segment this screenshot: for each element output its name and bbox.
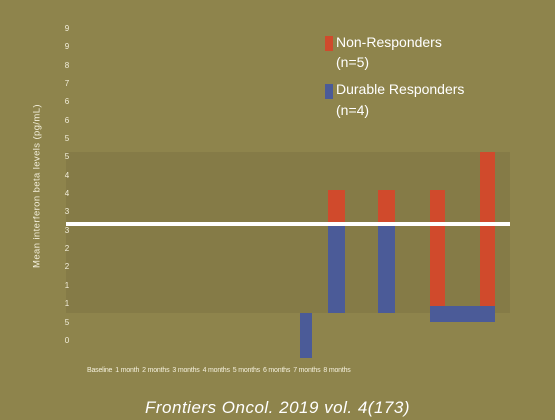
y-label: 5 [64, 317, 70, 327]
y-label: 6 [64, 115, 70, 125]
reference-line [66, 222, 510, 226]
y-label: 3 [64, 207, 70, 217]
y-label: 7 [64, 79, 70, 89]
legend-swatch [325, 84, 333, 99]
y-label: 0 [64, 335, 70, 345]
bar-red [430, 190, 445, 306]
y-label: 9 [64, 24, 70, 33]
x-label: 1 month [115, 367, 140, 374]
y-label: 1 [64, 280, 70, 290]
y-label: 5 [64, 152, 70, 162]
y-label: 3 [64, 225, 70, 235]
bar-red [480, 152, 495, 306]
legend-label: Non-Responders [336, 34, 442, 50]
y-axis-title: Mean interferon beta levels (pg/mL) [31, 104, 43, 268]
x-label: Baseline [87, 367, 113, 374]
caption: Frontiers Oncol. 2019 vol. 4(173) [144, 398, 410, 417]
y-label: 2 [64, 244, 70, 254]
y-label: 4 [64, 170, 70, 180]
bar-red [328, 190, 345, 226]
y-label: 9 [64, 42, 70, 52]
y-label: 8 [64, 60, 70, 70]
x-labels: Baseline 1 month 2 months 3 months 4 months 5… [87, 367, 353, 374]
legend-label: Durable Responders [336, 81, 465, 97]
bar-blue [378, 226, 395, 313]
y-labels: 9 9 8 7 6 6 5 5 4 4 3 3 2 2 1 1 5 0 [60, 24, 74, 346]
y-label: 5 [64, 134, 70, 144]
legend-sublabel: (n=4) [336, 102, 370, 118]
y-label: 1 [64, 299, 70, 309]
x-label: 4 months [202, 367, 230, 374]
x-label: 8 months [323, 367, 351, 374]
legend-swatch [325, 36, 333, 51]
x-label: 3 months [172, 367, 200, 374]
bar-red [378, 190, 395, 226]
x-label: 5 months [232, 367, 260, 374]
y-label: 6 [64, 97, 70, 107]
x-label: 7 months [293, 367, 321, 374]
y-label: 4 [64, 189, 70, 199]
bar-blue [328, 226, 345, 313]
bar-blue [430, 306, 495, 322]
x-label: 6 months [262, 367, 291, 374]
bar-blue [300, 313, 312, 358]
x-label: 2 months [142, 367, 170, 374]
legend-sublabel: (n=5) [336, 54, 370, 70]
y-label: 2 [64, 262, 70, 272]
